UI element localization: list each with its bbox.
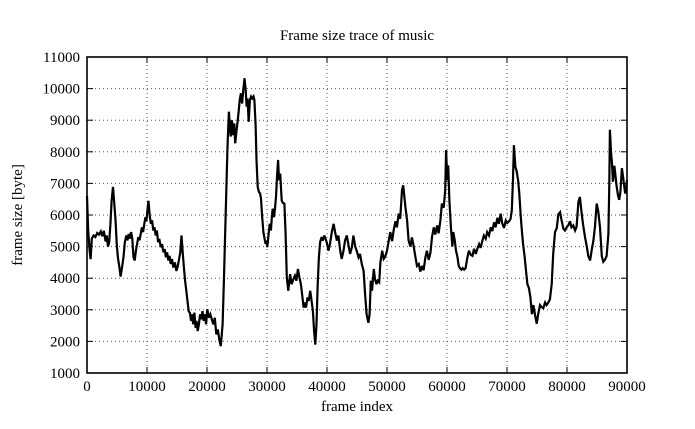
- x-tick-label: 0: [83, 379, 91, 395]
- x-tick-label: 70000: [488, 379, 526, 395]
- x-tick-label: 10000: [128, 379, 166, 395]
- y-tick-label: 5000: [50, 240, 80, 256]
- x-tick-label: 40000: [308, 379, 346, 395]
- y-tick-label: 9000: [50, 113, 80, 129]
- y-axis-label: frame size [byte]: [10, 164, 26, 266]
- y-tick-label: 10000: [43, 82, 81, 98]
- frame-size-trace-line: [85, 78, 629, 347]
- x-tick-label: 20000: [188, 379, 226, 395]
- x-tick-label: 80000: [548, 379, 586, 395]
- axis-tick-labels: 0 10000 20000 30000 40000 50000 60000 70000 8000…: [43, 50, 646, 395]
- y-tick-label: 4000: [50, 271, 80, 287]
- y-tick-label: 11000: [43, 50, 80, 66]
- x-tick-label: 50000: [368, 379, 406, 395]
- y-tick-label: 7000: [50, 176, 80, 192]
- chart-title: Frame size trace of music: [280, 28, 434, 44]
- y-tick-label: 1000: [50, 366, 80, 382]
- grid-lines: [87, 57, 627, 373]
- x-axis-label: frame index: [321, 399, 394, 415]
- x-tick-label: 30000: [248, 379, 286, 395]
- y-tick-label: 8000: [50, 145, 80, 161]
- y-tick-label: 6000: [50, 208, 80, 224]
- y-tick-label: 3000: [50, 303, 80, 319]
- y-tick-label: 2000: [50, 334, 80, 350]
- x-tick-label: 60000: [428, 379, 466, 395]
- x-tick-label: 90000: [608, 379, 646, 395]
